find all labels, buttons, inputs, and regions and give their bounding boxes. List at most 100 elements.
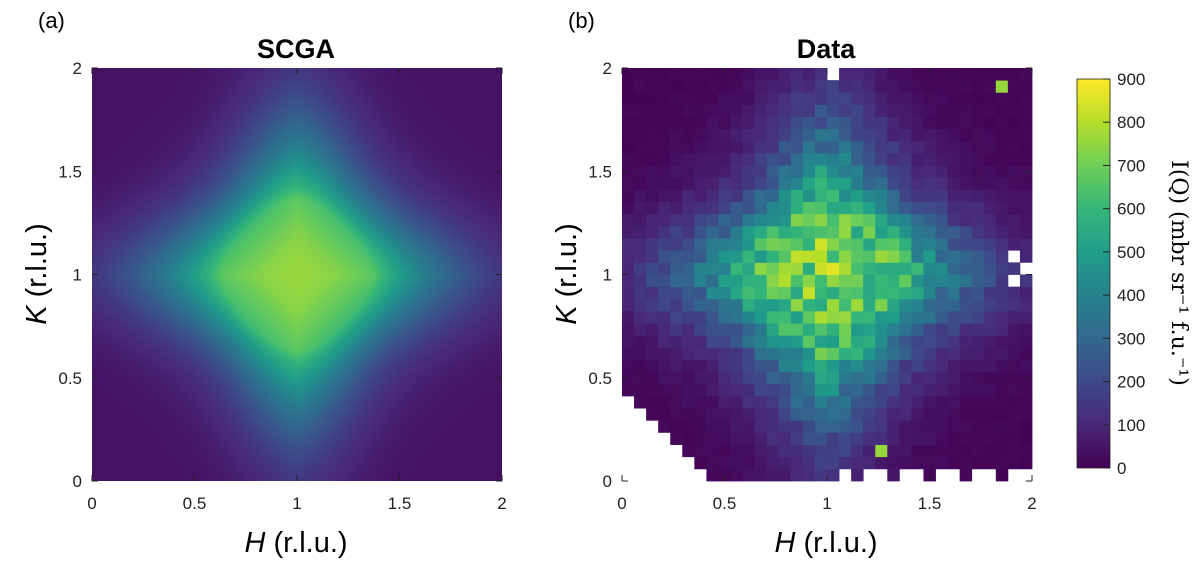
heatmap-cell xyxy=(814,395,828,409)
heatmap-cell xyxy=(778,347,792,360)
heatmap-cell xyxy=(983,310,997,324)
heatmap-cell xyxy=(778,92,792,105)
heatmap-cell xyxy=(1019,274,1033,288)
heatmap-cell xyxy=(923,225,936,239)
heatmap-cell xyxy=(887,201,900,215)
b-ytick-label: 1.5 xyxy=(588,162,612,181)
heatmap-cell xyxy=(742,140,756,154)
heatmap-cell xyxy=(875,165,888,178)
heatmap-cell xyxy=(851,225,864,239)
heatmap-cell xyxy=(694,310,707,324)
heatmap-cell xyxy=(899,456,912,470)
heatmap-cell xyxy=(682,395,695,409)
heatmap-cell xyxy=(706,310,719,324)
heatmap-cell xyxy=(694,128,707,142)
heatmap-cell xyxy=(634,128,647,142)
heatmap-cell xyxy=(802,456,816,470)
heatmap-cell xyxy=(887,383,900,397)
heatmap-cell xyxy=(670,201,683,215)
heatmap-cell xyxy=(995,444,1009,458)
heatmap-cell xyxy=(851,298,864,312)
heatmap-cell xyxy=(839,189,852,203)
heatmap-cell xyxy=(658,310,671,324)
heatmap-cell xyxy=(766,262,780,275)
heatmap-cell xyxy=(646,128,659,142)
heatmap-cell xyxy=(790,92,804,105)
heatmap-cell xyxy=(1007,383,1021,397)
heatmap-cell xyxy=(718,274,731,288)
heatmap-cell xyxy=(923,140,936,154)
heatmap-cell xyxy=(694,359,707,373)
heatmap-cell xyxy=(887,92,900,105)
heatmap-cell xyxy=(634,116,647,130)
heatmap-cell xyxy=(995,225,1009,239)
heatmap-cell xyxy=(935,213,948,227)
heatmap-cell xyxy=(839,347,852,360)
a-ytick-label: 0.5 xyxy=(58,369,82,388)
heatmap-cell xyxy=(670,153,683,166)
heatmap-cell xyxy=(935,201,948,215)
heatmap-cell xyxy=(622,262,635,275)
heatmap-cell xyxy=(670,250,683,263)
heatmap-cell xyxy=(718,383,731,397)
heatmap-cell xyxy=(875,408,888,421)
heatmap-cell xyxy=(875,225,888,239)
heatmap-cell xyxy=(730,371,743,385)
heatmap-cell xyxy=(790,420,804,433)
heatmap-cell xyxy=(718,420,731,433)
heatmap-cell xyxy=(923,456,936,470)
heatmap-cell xyxy=(887,468,900,482)
heatmap-cell xyxy=(754,116,768,130)
heatmap-cell xyxy=(802,274,816,288)
heatmap-cell xyxy=(1007,371,1021,385)
heatmap-cell xyxy=(814,323,828,336)
heatmap-cell xyxy=(935,286,948,300)
heatmap-cell xyxy=(875,238,888,251)
heatmap-cell xyxy=(634,201,647,215)
heatmap-cell xyxy=(851,238,864,251)
heatmap-cell xyxy=(634,383,647,397)
heatmap-cell xyxy=(730,408,743,421)
heatmap-cell xyxy=(778,80,792,93)
heatmap-cell xyxy=(778,68,792,81)
heatmap-cell xyxy=(1007,92,1021,105)
heatmap-cell xyxy=(706,420,719,433)
heatmap-cell xyxy=(935,456,948,470)
heatmap-cell xyxy=(971,274,985,288)
heatmap-cell xyxy=(622,335,635,348)
heatmap-cell xyxy=(814,250,828,263)
heatmap-cell xyxy=(983,189,997,203)
heatmap-cell xyxy=(947,201,961,215)
heatmap-cell xyxy=(646,189,659,203)
heatmap-cell xyxy=(887,140,900,154)
heatmap-cell xyxy=(887,420,900,433)
heatmap-cell xyxy=(658,177,671,190)
heatmap-cell xyxy=(1019,383,1033,397)
heatmap-cell xyxy=(754,68,768,81)
heatmap-cell xyxy=(766,310,780,324)
heatmap-cell xyxy=(718,298,731,312)
heatmap-cell xyxy=(706,444,719,458)
heatmap-cell xyxy=(646,92,659,105)
heatmap-cell xyxy=(658,201,671,215)
heatmap-cell xyxy=(839,456,852,470)
heatmap-cell xyxy=(923,201,936,215)
heatmap-cell xyxy=(899,140,912,154)
heatmap-cell xyxy=(682,310,695,324)
heatmap-cell xyxy=(814,298,828,312)
heatmap-cell xyxy=(899,80,912,93)
heatmap-cell xyxy=(694,250,707,263)
heatmap-cell xyxy=(814,68,828,81)
heatmap-cell xyxy=(742,80,756,93)
heatmap-cell xyxy=(899,408,912,421)
heatmap-cell xyxy=(730,201,743,215)
heatmap-cell xyxy=(754,225,768,239)
heatmap-cell xyxy=(827,298,840,312)
heatmap-cell xyxy=(694,444,707,458)
heatmap-cell xyxy=(971,225,985,239)
heatmap-cell xyxy=(971,335,985,348)
ylabel-b: K (r.l.u.) xyxy=(551,223,583,325)
heatmap-cell xyxy=(646,68,659,81)
heatmap-cell xyxy=(778,189,792,203)
heatmap-cell xyxy=(754,371,768,385)
